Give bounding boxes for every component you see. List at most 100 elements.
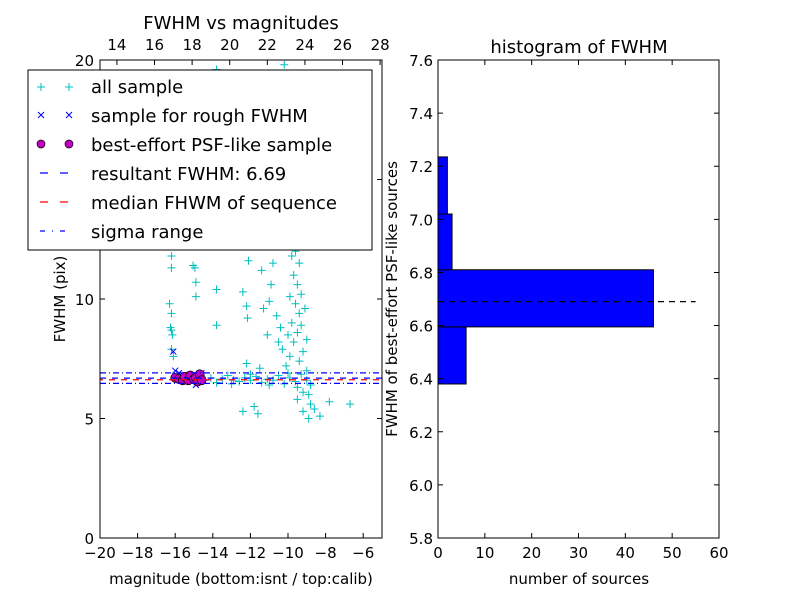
all-sample-point	[306, 400, 315, 409]
y-tick-label: 20	[75, 52, 94, 70]
all-sample-point	[293, 328, 302, 337]
x-tick-label: −16	[159, 544, 191, 562]
all-sample-point	[265, 381, 274, 390]
all-sample-point	[278, 345, 287, 354]
legend-label-median: median FHWM of sequence	[91, 193, 337, 214]
all-sample-point	[276, 323, 285, 332]
x-tick-label: 0	[433, 544, 443, 562]
top-x-tick-label: 28	[371, 36, 390, 54]
all-sample-point	[257, 266, 266, 275]
x-tick-label: 10	[475, 544, 494, 562]
all-sample-point	[169, 352, 178, 361]
all-sample-point	[168, 330, 177, 339]
all-sample-point	[191, 278, 200, 287]
histogram-bars	[437, 156, 696, 385]
all-sample-point	[304, 390, 313, 399]
x-tick-label: −6	[352, 544, 374, 562]
x-tick-label: −14	[197, 544, 229, 562]
all-sample-point	[212, 285, 221, 294]
legend: all sample sample for rough FWHM best-ef…	[27, 69, 373, 251]
all-sample-point	[280, 60, 289, 69]
top-x-tick-label: 22	[258, 36, 277, 54]
all-sample-point	[293, 383, 302, 392]
all-sample-point	[268, 259, 277, 268]
histogram-bar	[437, 269, 654, 328]
rough-sample-point	[169, 348, 177, 355]
all-sample-point	[265, 297, 274, 306]
all-sample-point	[285, 292, 294, 301]
y-tick-label: 5.8	[409, 530, 433, 548]
all-sample-point	[272, 311, 281, 320]
legend-label-result: resultant FWHM: 6.69	[91, 164, 286, 185]
x-tick-label: −20	[84, 544, 116, 562]
y-tick-label: 6.8	[409, 264, 433, 282]
x-tick-label: −10	[272, 544, 304, 562]
all-sample-point	[295, 357, 304, 366]
all-sample-point	[325, 397, 334, 406]
all-sample-point	[250, 402, 259, 411]
all-sample-point	[302, 366, 311, 375]
all-sample-point	[238, 407, 247, 416]
all-sample-point	[297, 370, 306, 379]
y-tick-label: 6.0	[409, 477, 433, 495]
top-x-tick-label: 18	[183, 36, 202, 54]
all-sample-point	[302, 335, 311, 344]
top-x-tick-label: 14	[107, 36, 126, 54]
all-sample-point	[267, 280, 276, 289]
all-sample-point	[297, 321, 306, 330]
y-tick-label: 7.6	[409, 52, 433, 70]
histogram-bar	[437, 156, 448, 215]
all-sample-point	[346, 400, 355, 409]
histogram-bar	[437, 326, 467, 385]
legend-label-best: best-effort PSF-like sample	[91, 135, 332, 156]
y-tick-label: 7.2	[409, 158, 433, 176]
top-x-tick-label: 16	[145, 36, 164, 54]
rough-sample-point	[171, 367, 179, 375]
y-tick-label: 7.4	[409, 105, 433, 123]
histogram-bar	[437, 213, 453, 271]
top-x-tick-label: 20	[220, 36, 239, 54]
top-x-tick-label: 26	[333, 36, 352, 54]
x-tick-label: −8	[315, 544, 337, 562]
all-sample-point	[291, 299, 300, 308]
all-sample-point	[238, 287, 247, 296]
x-tick-label: −18	[122, 544, 154, 562]
all-sample-point	[274, 338, 283, 347]
all-sample-point	[295, 259, 304, 268]
y-tick-label: 7.0	[409, 211, 433, 229]
all-sample-point	[315, 412, 324, 421]
x-tick-label: 50	[663, 544, 682, 562]
right-y-axis-label: FWHM of best-effort PSF-like sources	[383, 161, 401, 437]
left-x-axis-label: magnitude (bottom:isnt / top:calib)	[109, 570, 373, 588]
all-sample-point	[253, 409, 262, 418]
left-plot-title: FWHM vs magnitudes	[143, 13, 338, 34]
all-sample-point	[167, 326, 176, 335]
x-tick-label: −12	[235, 544, 267, 562]
all-sample-point	[257, 378, 266, 387]
all-sample-point	[299, 407, 308, 416]
fwhm-histogram-plot: 0 10 20 30 40 50 60 5.8 6.0 6.2 6.4 6.6 6.8 7.0 7.2 7.4…	[383, 37, 729, 588]
legend-best-marker	[36, 139, 74, 149]
all-sample-point	[212, 321, 221, 330]
left-y-axis-label: FWHM (pix)	[51, 256, 69, 343]
all-sample-point	[289, 271, 298, 280]
x-tick-label: 30	[569, 544, 588, 562]
all-sample-point	[167, 263, 176, 272]
legend-label-all-sample: all sample	[91, 77, 183, 98]
all-sample-point	[293, 395, 302, 404]
all-sample-point	[295, 309, 304, 318]
all-sample-point	[300, 304, 309, 313]
all-sample-point	[244, 256, 253, 265]
y-tick-label: 0	[84, 530, 94, 548]
all-sample-point	[291, 377, 300, 386]
all-sample-point	[235, 377, 244, 386]
all-sample-point	[191, 292, 200, 301]
all-sample-point	[304, 414, 313, 423]
all-sample-point	[285, 352, 294, 361]
top-x-tick-label: 24	[295, 36, 314, 54]
all-sample-point	[255, 364, 264, 373]
all-sample-point	[289, 338, 298, 347]
x-tick-label: 60	[709, 544, 728, 562]
legend-rough-marker	[37, 111, 73, 119]
